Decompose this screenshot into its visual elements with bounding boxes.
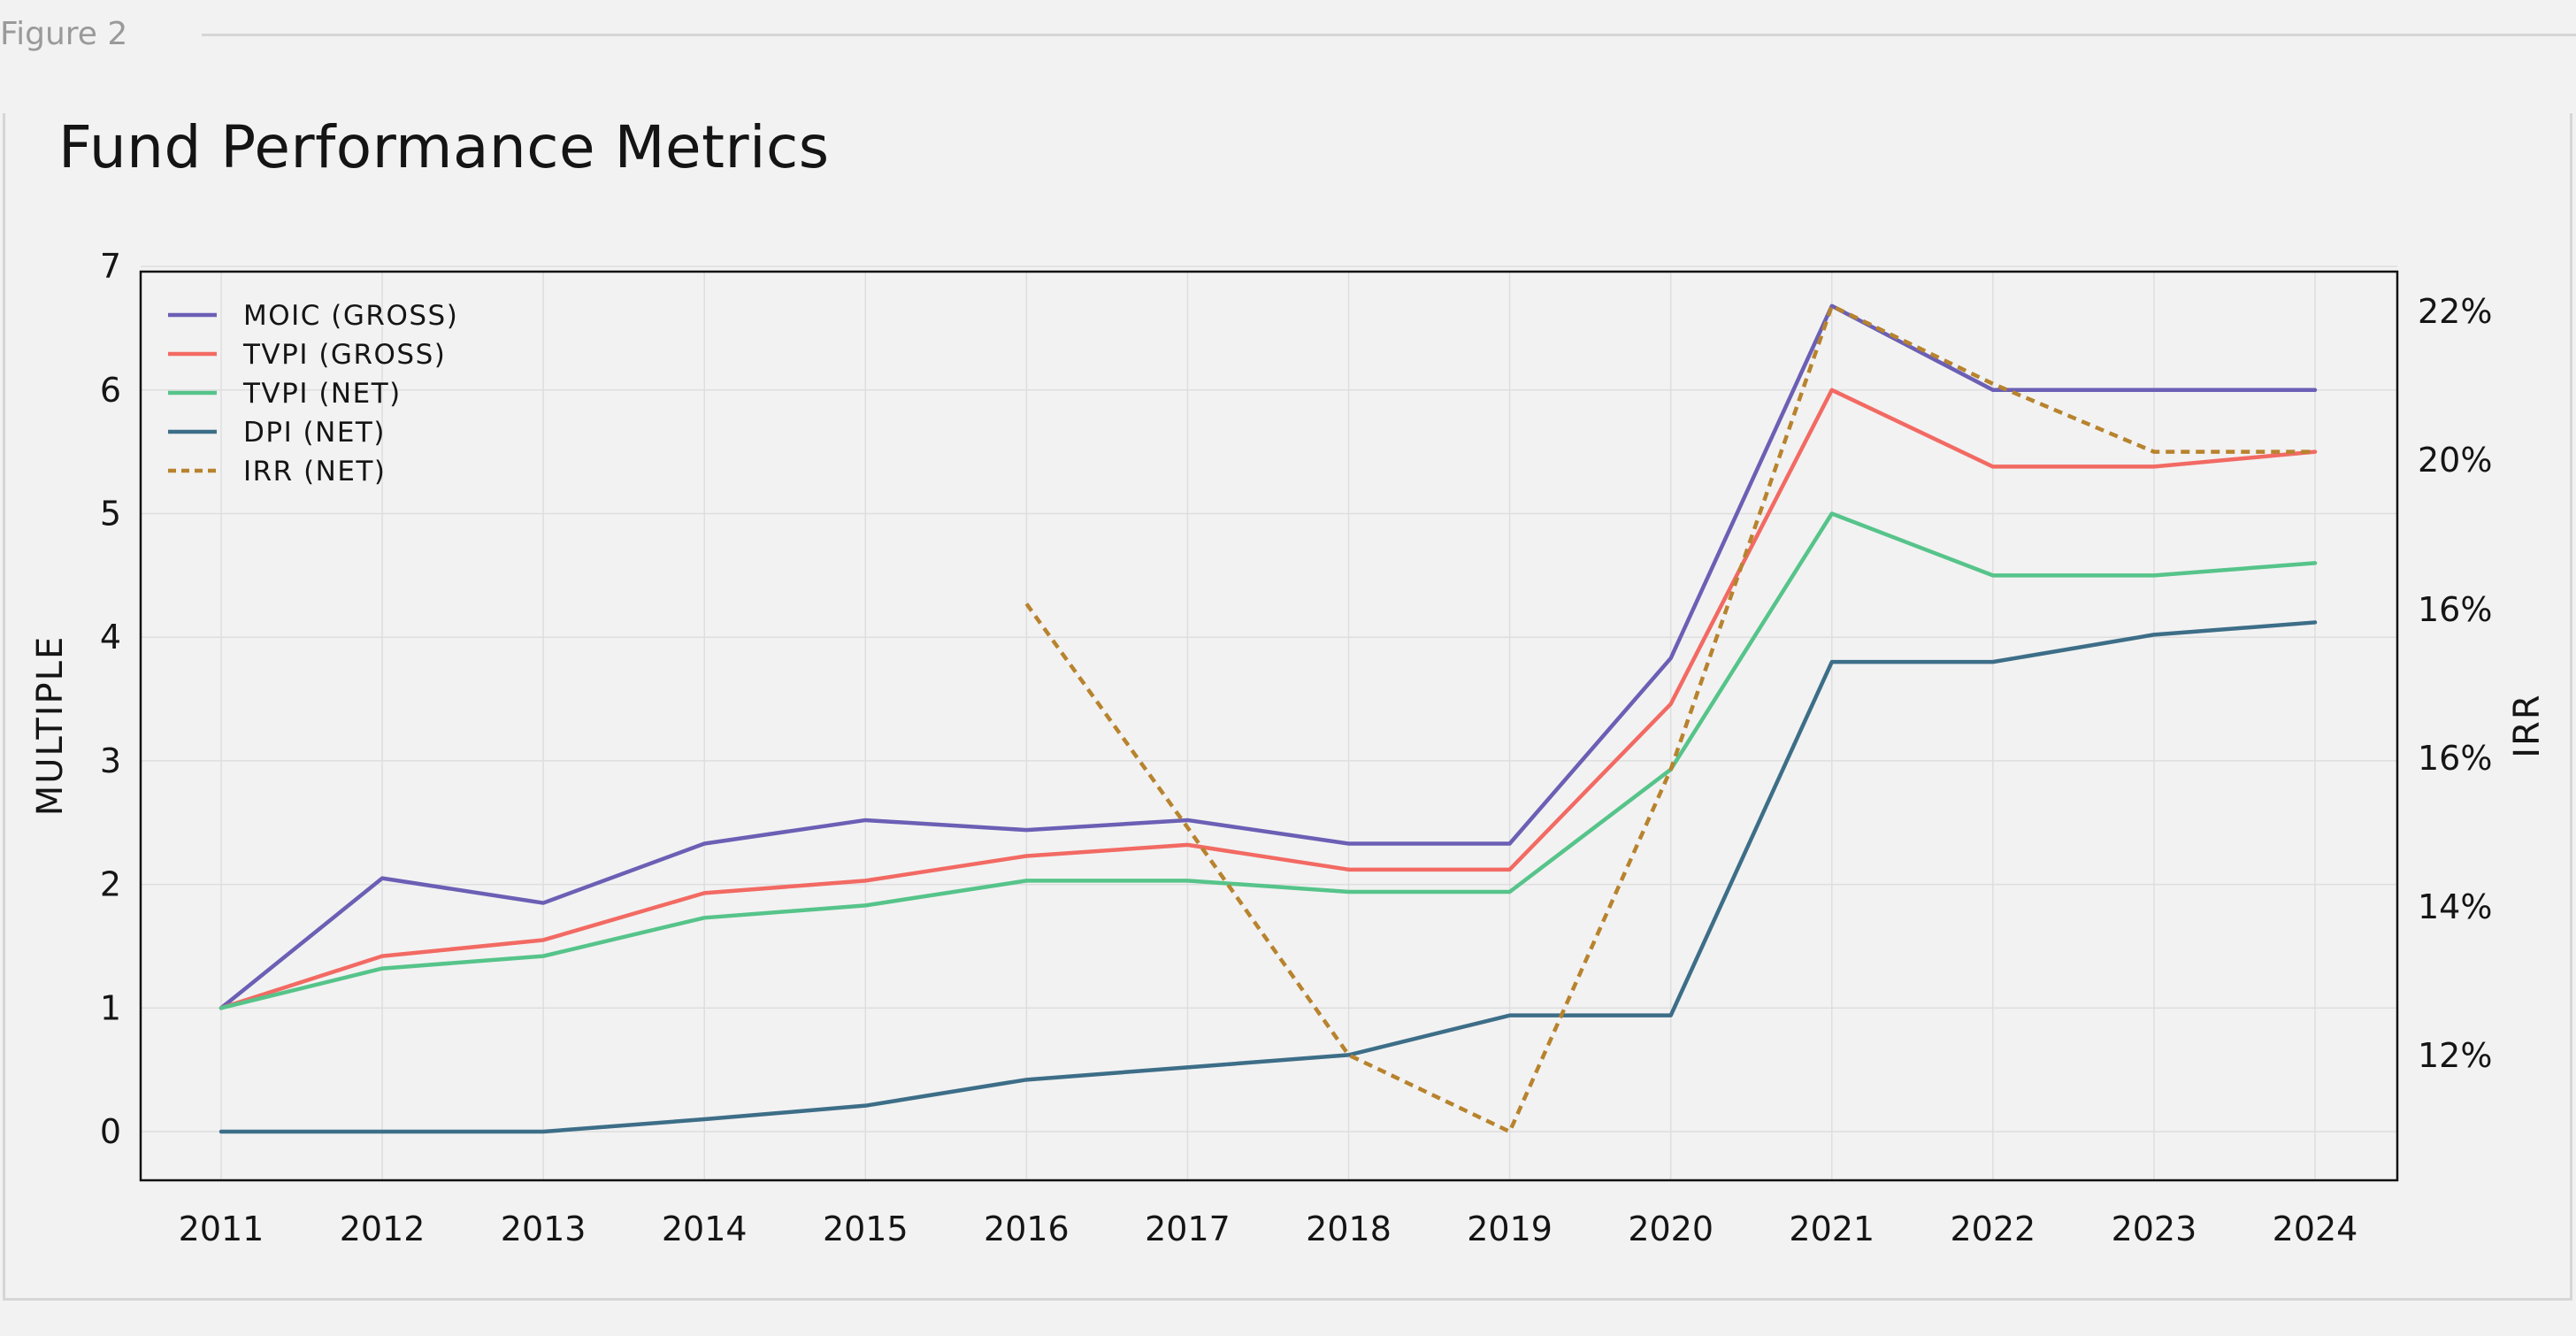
x-tick-label: 2023 xyxy=(2112,1209,2197,1248)
chart-title: Fund Performance Metrics xyxy=(58,113,830,181)
y2-axis-ticks: 22% 20% 16% 16% 14% 12% xyxy=(2418,292,2492,1075)
legend-label: DPI (NET) xyxy=(243,417,386,449)
y2-tick-label: 16% xyxy=(2418,739,2492,778)
x-axis-ticks: 2011 2012 2013 2014 2015 2016 2017 2018 2019 2020… xyxy=(179,1209,2358,1248)
x-tick-label: 2014 xyxy=(662,1209,748,1248)
series-line-dpi-net xyxy=(218,620,2318,1134)
legend: MOIC (GROSS) TVPI (GROSS) TVPI (NET) DPI (N… xyxy=(168,300,458,488)
series-line-tvpi-net xyxy=(218,511,2318,1010)
x-tick-label: 2020 xyxy=(1628,1209,1714,1248)
x-tick-label: 2018 xyxy=(1306,1209,1392,1248)
x-tick-label: 2017 xyxy=(1145,1209,1230,1248)
figure-rule xyxy=(202,34,2576,36)
y-tick-label: 2 xyxy=(100,865,121,904)
y-tick-label: 7 xyxy=(100,247,121,286)
y-axis-title: MULTIPLE xyxy=(30,635,71,816)
x-tick-label: 2016 xyxy=(984,1209,1070,1248)
y-tick-label: 4 xyxy=(100,618,121,656)
y2-tick-label: 16% xyxy=(2418,590,2492,629)
chart-card xyxy=(3,113,2572,1301)
grid xyxy=(141,265,2397,1180)
y2-tick-label: 20% xyxy=(2418,441,2492,480)
series-group xyxy=(218,303,2318,1134)
series-line-moic-gross xyxy=(218,303,2318,1010)
y-axis-ticks: 0 1 2 3 4 5 6 7 xyxy=(100,247,121,1151)
series-line-irr-net xyxy=(1024,303,2315,1134)
figure-label: Figure 2 xyxy=(0,16,128,52)
legend-label: IRR (NET) xyxy=(243,456,386,488)
y-tick-label: 5 xyxy=(100,495,121,534)
y-tick-label: 0 xyxy=(100,1112,121,1151)
y-tick-label: 3 xyxy=(100,741,121,780)
x-tick-label: 2011 xyxy=(179,1209,264,1248)
x-tick-label: 2021 xyxy=(1789,1209,1874,1248)
y2-axis-title: IRR xyxy=(2507,693,2548,757)
y-tick-label: 6 xyxy=(100,371,121,410)
y2-tick-label: 14% xyxy=(2418,887,2492,926)
y-tick-label: 1 xyxy=(100,988,121,1027)
y2-tick-label: 22% xyxy=(2418,292,2492,331)
plot-frame xyxy=(139,270,2399,1182)
x-tick-label: 2019 xyxy=(1467,1209,1552,1248)
x-tick-label: 2012 xyxy=(340,1209,426,1248)
x-tick-label: 2015 xyxy=(823,1209,908,1248)
legend-label: TVPI (GROSS) xyxy=(242,339,446,371)
legend-label: TVPI (NET) xyxy=(242,378,402,410)
y2-tick-label: 12% xyxy=(2418,1036,2492,1075)
x-tick-label: 2013 xyxy=(501,1209,586,1248)
x-tick-label: 2022 xyxy=(1950,1209,2036,1248)
series-line-tvpi-gross xyxy=(218,388,2318,1010)
legend-label: MOIC (GROSS) xyxy=(243,300,458,332)
x-tick-label: 2024 xyxy=(2273,1209,2358,1248)
